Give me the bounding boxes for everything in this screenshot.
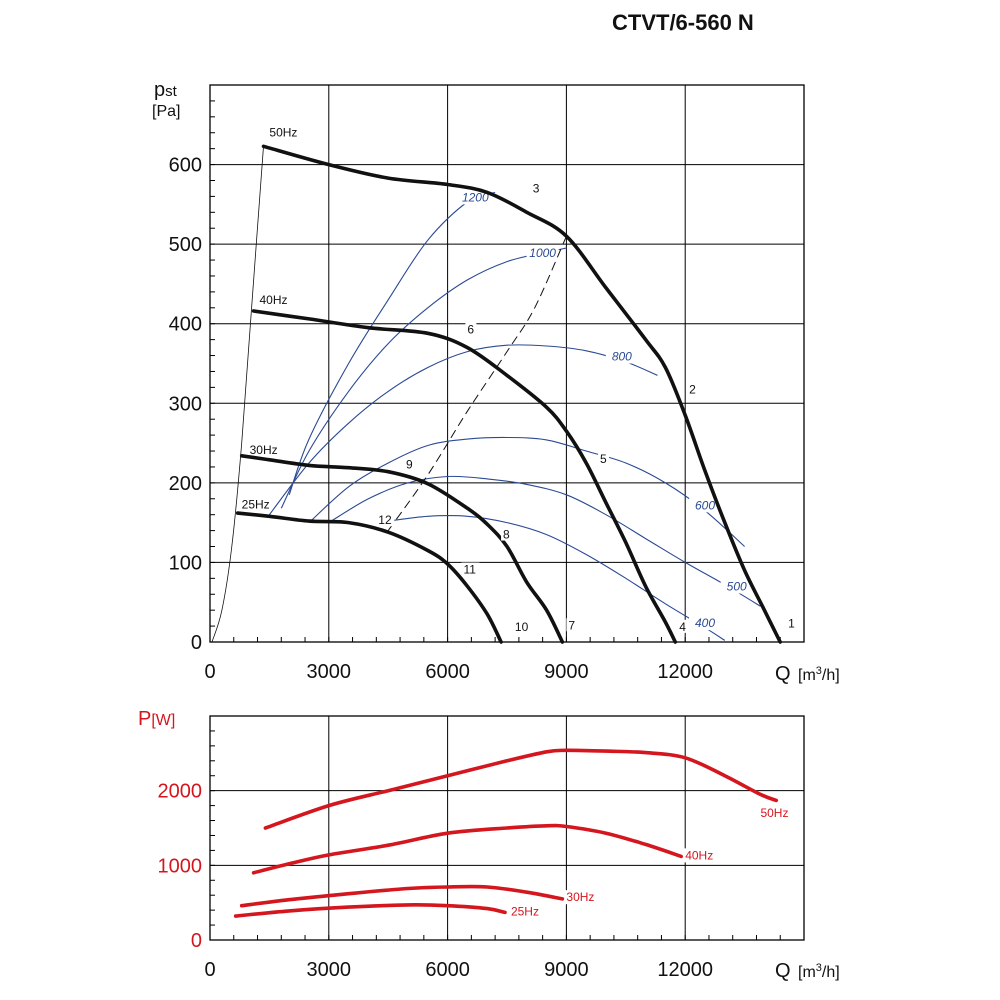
point-label-6: 6 xyxy=(467,322,474,336)
x-tick-label: 6000 xyxy=(425,661,470,683)
point-label-bg xyxy=(598,451,610,465)
iso-label-bg xyxy=(526,246,559,261)
iso-curve-1200 xyxy=(288,191,496,495)
x-axis-label: Q xyxy=(775,960,791,982)
y-tick-label: 1000 xyxy=(158,855,203,877)
power-label-bg xyxy=(508,904,541,919)
power-chart: 0 3000 6000 9000 12000 0 1000 2000 P[W] Q [m3/h] 50… xyxy=(138,708,840,982)
power-curve-label-40Hz: 40Hz xyxy=(685,848,713,862)
y-tick-label: 500 xyxy=(169,234,202,256)
iso-curve-1000 xyxy=(280,247,567,509)
x-tick-label: 6000 xyxy=(425,959,470,981)
point-label-11: 11 xyxy=(463,563,476,577)
iso-curve-500 xyxy=(328,475,761,607)
iso-label-bg xyxy=(689,616,721,631)
iso-label-1000: 1000 xyxy=(529,246,556,260)
iso-curve-600 xyxy=(308,436,745,547)
x-tick-label: 9000 xyxy=(544,661,589,683)
x-tick-label: 0 xyxy=(204,661,215,683)
y-tick-label: 600 xyxy=(169,155,202,177)
chart-title: CTVT/6-560 N xyxy=(612,10,754,35)
power-curve-40Hz xyxy=(251,823,683,875)
point-label-2: 2 xyxy=(689,383,696,397)
power-curve-50Hz xyxy=(263,748,779,830)
fan-curve-50Hz xyxy=(261,144,782,644)
y-axis-unit: [Pa] xyxy=(152,103,180,120)
point-label-bg xyxy=(404,457,416,471)
iso-label-500: 500 xyxy=(727,579,747,593)
iso-label-bg xyxy=(605,349,638,364)
iso-curve-800 xyxy=(268,344,658,516)
iso-label-bg xyxy=(689,498,721,513)
power-curve-25Hz xyxy=(233,903,507,918)
point-label-7: 7 xyxy=(568,618,575,632)
y-tick-label: 200 xyxy=(169,473,202,495)
iso-label-1200: 1200 xyxy=(462,190,489,204)
y-tick-label: 100 xyxy=(169,552,202,574)
plot-frame xyxy=(209,84,805,643)
power-label-bg xyxy=(683,848,716,863)
y-tick-label: 2000 xyxy=(158,781,203,803)
point-label-bg xyxy=(677,619,689,633)
y-tick-label: 300 xyxy=(169,393,202,415)
point-label-bg xyxy=(687,382,699,396)
fan-curve-label-50Hz: 50Hz xyxy=(269,126,297,140)
y-tick-label: 0 xyxy=(191,930,202,952)
power-curve-label-30Hz: 30Hz xyxy=(566,890,594,904)
iso-curve-400 xyxy=(388,515,726,641)
point-label-bg xyxy=(465,322,477,336)
point-label-3: 3 xyxy=(533,181,540,195)
power-curve-label-50Hz: 50Hz xyxy=(760,806,788,820)
iso-label-800: 800 xyxy=(612,350,632,364)
power-label-bg xyxy=(564,890,597,905)
point-label-12: 12 xyxy=(378,513,392,527)
iso-label-bg xyxy=(459,190,492,205)
point-label-bg xyxy=(512,619,531,633)
x-tick-label: 9000 xyxy=(544,959,589,981)
iso-label-600: 600 xyxy=(695,498,715,512)
y-axis-label: pst xyxy=(154,79,178,101)
fan-curve-label-25Hz: 25Hz xyxy=(242,497,270,511)
fan-curve-40Hz xyxy=(251,309,678,644)
iso-label-bg xyxy=(720,579,753,594)
y-tick-label: 400 xyxy=(169,314,202,336)
point-label-5: 5 xyxy=(600,452,607,466)
system-curve xyxy=(211,146,264,643)
point-label-8: 8 xyxy=(503,528,510,542)
point-label-10: 10 xyxy=(515,620,529,634)
point-label-4: 4 xyxy=(679,620,686,634)
point-label-bg xyxy=(461,562,480,576)
x-tick-label: 12000 xyxy=(657,661,713,683)
fan-curve-30Hz xyxy=(239,454,565,644)
power-label-bg xyxy=(758,805,791,820)
fan-curve-label-30Hz: 30Hz xyxy=(250,443,278,457)
x-tick-label: 0 xyxy=(204,959,215,981)
power-curve-label-25Hz: 25Hz xyxy=(511,904,539,918)
y-axis-label: P[W] xyxy=(138,708,175,730)
x-tick-label: 12000 xyxy=(657,959,713,981)
point-label-bg xyxy=(566,618,578,632)
dashed-curve xyxy=(387,235,567,531)
x-axis-unit: [m3/h] xyxy=(798,962,840,981)
point-label-1: 1 xyxy=(788,617,795,631)
plot-frame xyxy=(209,715,805,941)
x-axis-label: Q xyxy=(775,663,791,685)
point-label-bg xyxy=(501,527,513,541)
iso-label-400: 400 xyxy=(695,616,715,630)
point-label-bg xyxy=(530,181,542,195)
point-label-9: 9 xyxy=(406,458,413,472)
y-tick-label: 0 xyxy=(191,632,202,654)
fan-curve-25Hz xyxy=(235,511,503,644)
fan-curve-label-40Hz: 40Hz xyxy=(260,293,288,307)
point-label-bg xyxy=(376,513,395,527)
pressure-chart: 0 3000 6000 9000 12000 0 100 200 300 400 500 600 pst… xyxy=(152,79,840,685)
point-label-bg xyxy=(786,616,798,630)
x-axis-unit: [m3/h] xyxy=(798,665,840,684)
power-curve-30Hz xyxy=(239,884,565,908)
x-tick-label: 3000 xyxy=(307,959,352,981)
x-tick-label: 3000 xyxy=(307,661,352,683)
